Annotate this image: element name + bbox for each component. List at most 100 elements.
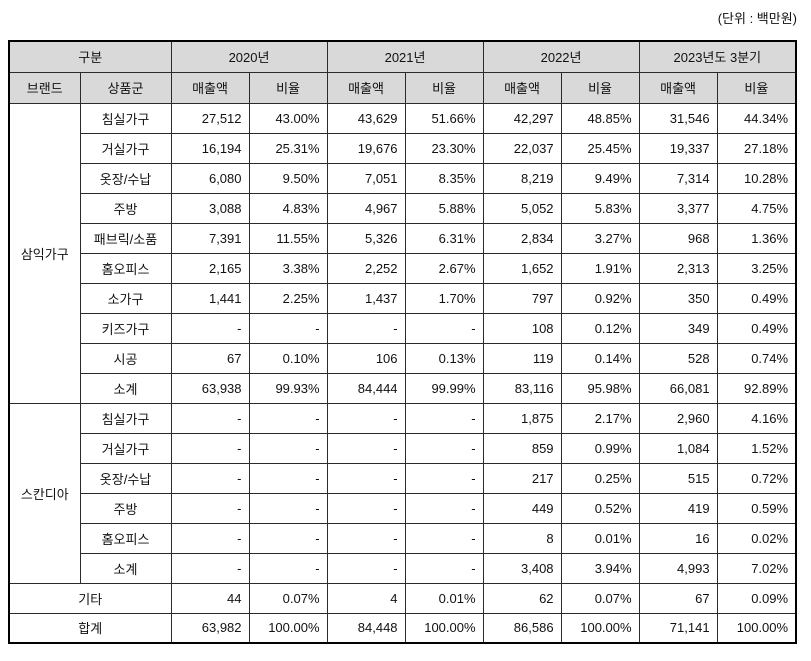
table-cell: 84,448	[326, 612, 406, 644]
subtotal-row: 소계 - - - - 3,408 3.94% 4,993 7.02%	[9, 552, 797, 584]
table-cell: 100.00%	[248, 612, 328, 644]
table-cell: -	[404, 402, 484, 434]
unit-label: (단위 : 백만원)	[717, 11, 797, 26]
table-cell: -	[170, 522, 250, 554]
table-cell: -	[248, 402, 328, 434]
table-cell: 42,297	[482, 102, 562, 134]
table-cell: -	[404, 552, 484, 584]
table-cell: 4.16%	[716, 402, 797, 434]
table-row: 홈오피스 - - - - 8 0.01% 16 0.02%	[9, 522, 797, 554]
table-cell: 63,938	[170, 372, 250, 404]
category-cell: 소가구	[79, 282, 172, 314]
etc-row: 기타 44 0.07% 4 0.01% 62 0.07% 67 0.09%	[8, 582, 797, 614]
table-cell: 0.49%	[716, 312, 797, 344]
table-cell: 419	[638, 492, 718, 524]
table-cell: 2.25%	[248, 282, 328, 314]
table-cell: 797	[482, 282, 562, 314]
table-cell: -	[326, 492, 406, 524]
table-cell: 2.67%	[404, 252, 484, 284]
table-row: 패브릭/소품 7,391 11.55% 5,326 6.31% 2,834 3.…	[9, 222, 797, 254]
table-cell: 9.50%	[248, 162, 328, 194]
table-cell: 2,960	[638, 402, 718, 434]
table-cell: 3,088	[170, 192, 250, 224]
table-cell: 3,377	[638, 192, 718, 224]
table-cell: 4,993	[638, 552, 718, 584]
table-cell: 27,512	[170, 102, 250, 134]
header-product-group: 상품군	[79, 71, 172, 104]
table-cell: 11.55%	[248, 222, 328, 254]
table-cell: 3.25%	[716, 252, 797, 284]
table-cell: 1,875	[482, 402, 562, 434]
etc-label: 기타	[8, 582, 172, 614]
header-year-2022: 2022년	[482, 40, 640, 73]
header-sales-2021: 매출액	[326, 71, 406, 104]
table-cell: 16	[638, 522, 718, 554]
header-sales-2023q3: 매출액	[638, 71, 718, 104]
table-cell: 25.45%	[560, 132, 640, 164]
table-cell: -	[404, 432, 484, 464]
table-cell: 62	[482, 582, 562, 614]
table-cell: 100.00%	[560, 612, 640, 644]
header-ratio-2021: 비율	[404, 71, 484, 104]
table-cell: -	[248, 522, 328, 554]
table-cell: -	[326, 432, 406, 464]
total-label: 합계	[8, 612, 172, 644]
header-year-2023q3: 2023년도 3분기	[638, 40, 797, 73]
table-cell: 95.98%	[560, 372, 640, 404]
table-cell: 44.34%	[716, 102, 797, 134]
table-cell: 349	[638, 312, 718, 344]
table-cell: -	[248, 552, 328, 584]
header-row-subcolumns: 브랜드 상품군 매출액 비율 매출액 비율 매출액 비율 매출액 비율	[8, 71, 797, 104]
table-cell: 0.02%	[716, 522, 797, 554]
category-cell: 키즈가구	[79, 312, 172, 344]
table-cell: 5,052	[482, 192, 562, 224]
table-cell: 8	[482, 522, 562, 554]
table-cell: -	[404, 492, 484, 524]
table-cell: 1.70%	[404, 282, 484, 314]
table-cell: 106	[326, 342, 406, 374]
table-cell: 8.35%	[404, 162, 484, 194]
table-cell: 92.89%	[716, 372, 797, 404]
table-cell: 528	[638, 342, 718, 374]
table-cell: 66,081	[638, 372, 718, 404]
header-brand: 브랜드	[8, 71, 81, 104]
table-cell: -	[170, 312, 250, 344]
table-row: 홈오피스 2,165 3.38% 2,252 2.67% 1,652 1.91%…	[9, 252, 797, 284]
category-cell: 시공	[79, 342, 172, 374]
table-cell: 5.88%	[404, 192, 484, 224]
table-cell: 0.10%	[248, 342, 328, 374]
table-row: 옷장/수납 - - - - 217 0.25% 515 0.72%	[9, 462, 797, 494]
table-cell: 0.99%	[560, 432, 640, 464]
category-cell: 옷장/수납	[79, 462, 172, 494]
table-cell: -	[326, 312, 406, 344]
table-cell: -	[404, 522, 484, 554]
table-cell: 0.07%	[248, 582, 328, 614]
table-cell: 83,116	[482, 372, 562, 404]
table-cell: -	[326, 402, 406, 434]
table-cell: 7,314	[638, 162, 718, 194]
subtotal-row: 소계 63,938 99.93% 84,444 99.99% 83,116 95…	[9, 372, 797, 404]
table-cell: 23.30%	[404, 132, 484, 164]
category-cell: 소계	[79, 552, 172, 584]
header-ratio-2022: 비율	[560, 71, 640, 104]
table-cell: 0.09%	[716, 582, 797, 614]
table-cell: 99.93%	[248, 372, 328, 404]
table-cell: 67	[638, 582, 718, 614]
table-cell: 217	[482, 462, 562, 494]
table-cell: 5,326	[326, 222, 406, 254]
brand-cell: 삼익가구	[8, 102, 81, 404]
header-year-2021: 2021년	[326, 40, 484, 73]
category-cell: 주방	[79, 192, 172, 224]
table-cell: 4.83%	[248, 192, 328, 224]
table-row: 주방 - - - - 449 0.52% 419 0.59%	[9, 492, 797, 524]
category-cell: 소계	[79, 372, 172, 404]
table-cell: 4,967	[326, 192, 406, 224]
table-cell: 27.18%	[716, 132, 797, 164]
table-row: 소가구 1,441 2.25% 1,437 1.70% 797 0.92% 35…	[9, 282, 797, 314]
category-cell: 주방	[79, 492, 172, 524]
category-cell: 거실가구	[79, 132, 172, 164]
table-cell: 51.66%	[404, 102, 484, 134]
category-cell: 패브릭/소품	[79, 222, 172, 254]
table-cell: 67	[170, 342, 250, 374]
table-cell: 25.31%	[248, 132, 328, 164]
